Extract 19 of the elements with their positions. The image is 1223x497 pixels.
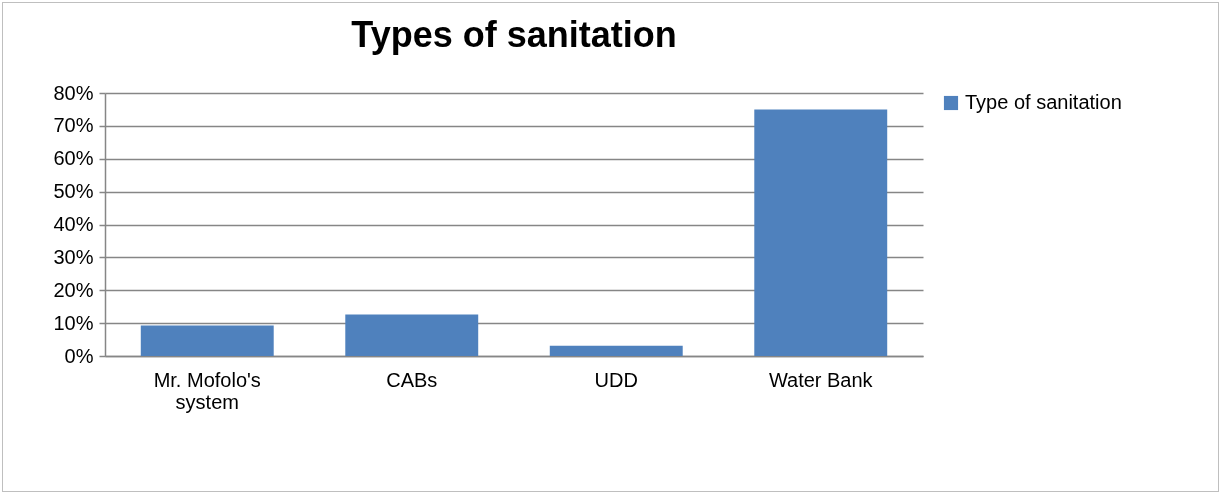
y-tick-label: 60% — [53, 147, 94, 170]
x-tick-label: Water Bank — [768, 368, 874, 391]
y-tick-label: 10% — [53, 311, 94, 334]
x-tick-label: CABs — [386, 368, 438, 391]
y-tick-label: 30% — [53, 245, 94, 268]
y-tick-label: 0% — [64, 344, 94, 367]
x-tick-label: UDD — [594, 368, 638, 391]
x-tick-label: Mr. Mofolo's system — [153, 368, 261, 413]
y-tick-label: 20% — [53, 278, 94, 301]
bar — [140, 325, 274, 356]
y-tick-label: 50% — [53, 180, 94, 203]
y-tick-label: 80% — [53, 81, 94, 104]
legend-label: Type of sanitation — [965, 91, 1122, 113]
y-tick-label: 70% — [53, 114, 94, 137]
bar — [754, 109, 888, 356]
chart-title: Types of sanitation — [351, 14, 677, 55]
bar — [549, 345, 683, 356]
y-tick-label: 40% — [53, 213, 94, 235]
bar — [345, 314, 479, 356]
